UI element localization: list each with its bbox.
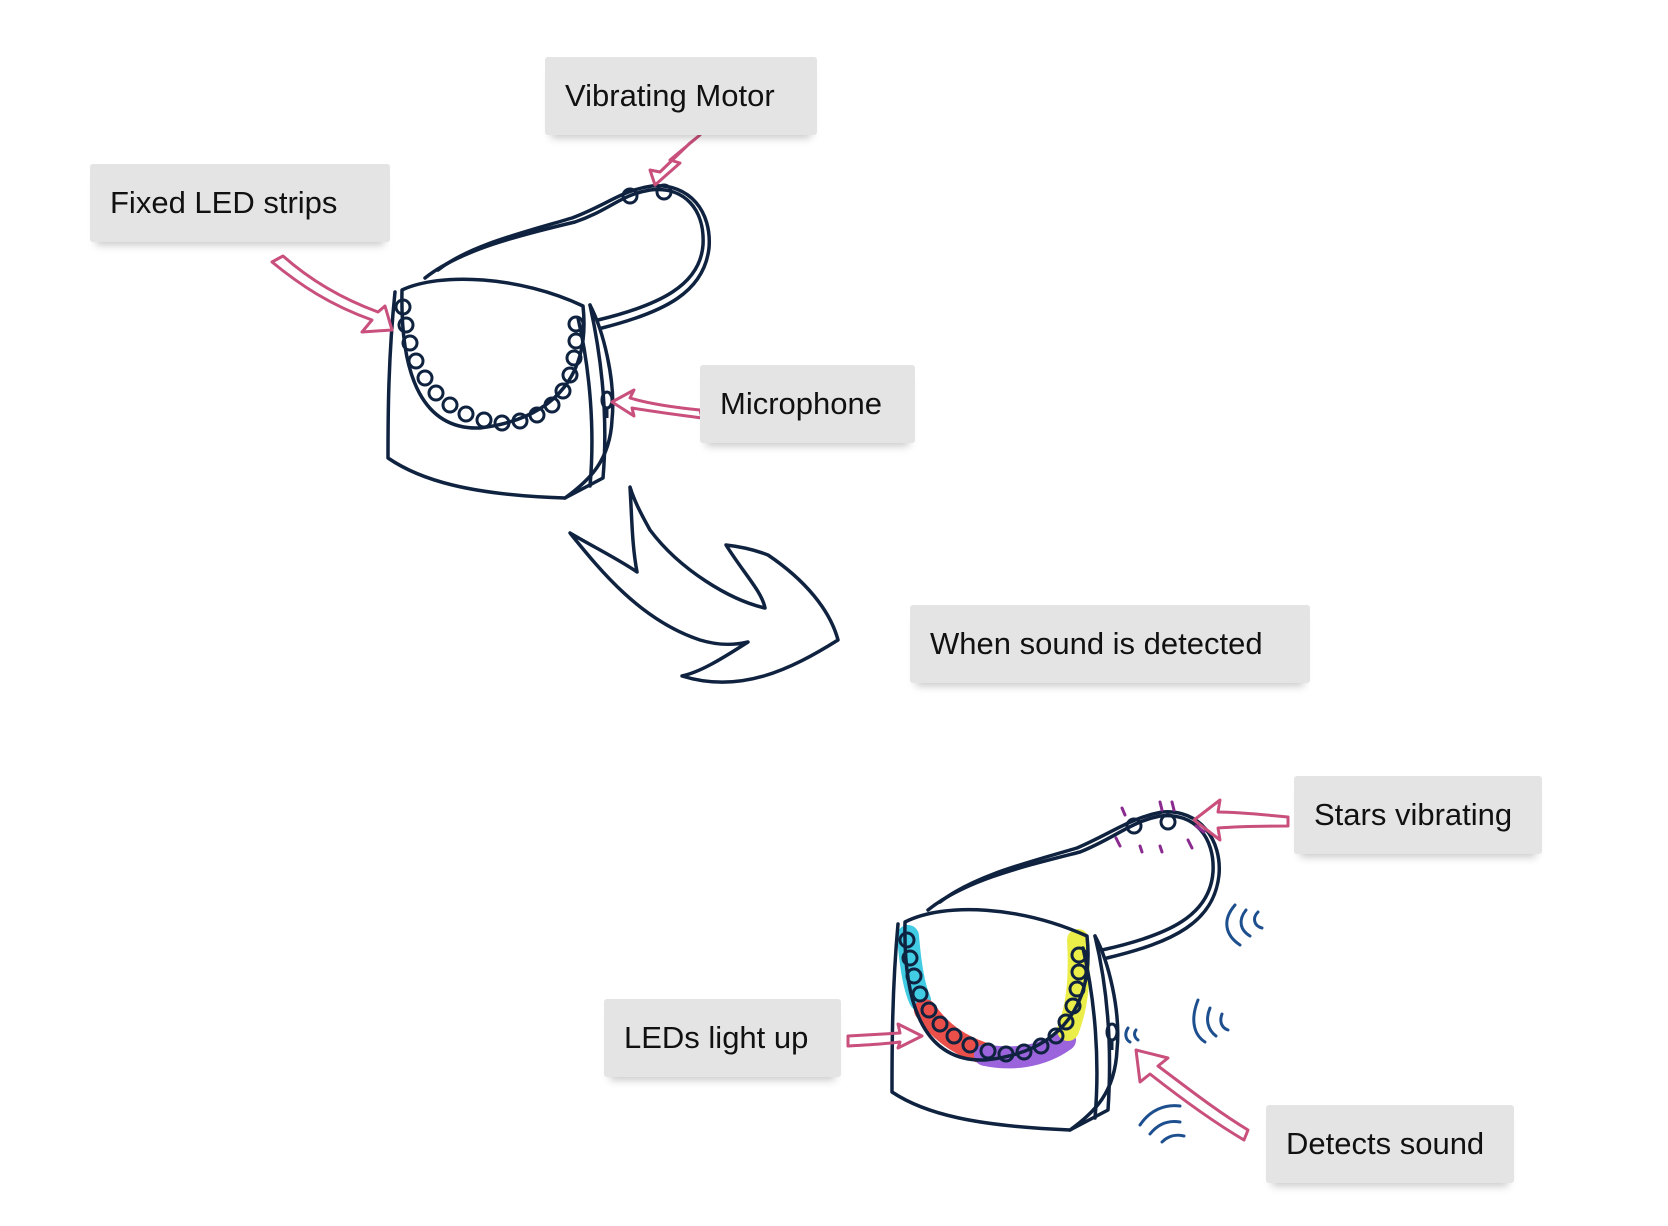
label-leds-light-up: LEDs light up xyxy=(604,999,841,1077)
bag-flap xyxy=(400,277,586,430)
label-when-sound-detected: When sound is detected xyxy=(910,605,1310,683)
label-microphone: Microphone xyxy=(700,365,915,443)
sound-wave-near-mic-2 xyxy=(1133,1028,1140,1042)
arrow-to-stars xyxy=(1192,798,1290,842)
arrow-to-mic-active xyxy=(1134,1048,1250,1142)
sound-wave-near-mic xyxy=(1124,1026,1132,1044)
transition-arrow xyxy=(568,485,840,684)
bag-body xyxy=(386,290,615,500)
star-sparkles xyxy=(1114,800,1206,854)
sound-wave-mid-3 xyxy=(1219,1012,1230,1032)
sound-wave-mid xyxy=(1192,998,1207,1044)
sound-wave-lower-2 xyxy=(1148,1120,1182,1136)
bag-off-state xyxy=(386,184,711,500)
bag-active-body-side-inner xyxy=(1081,946,1099,1120)
led-strip-off xyxy=(394,298,585,432)
sound-waves xyxy=(1124,903,1264,1144)
sound-wave-upper-3 xyxy=(1253,910,1264,930)
led-strip-on xyxy=(898,931,1088,1063)
vibrating-motor-icon xyxy=(621,183,673,205)
sound-wave-lower-3 xyxy=(1160,1133,1186,1144)
microphone-icon xyxy=(600,390,614,418)
sound-wave-upper-2 xyxy=(1239,908,1252,938)
sound-wave-mid-2 xyxy=(1206,1006,1218,1038)
label-stars-vibrating: Stars vibrating xyxy=(1294,776,1542,854)
bag-active-state xyxy=(890,810,1221,1132)
sound-wave-lower xyxy=(1138,1104,1182,1127)
led-glow-yellow xyxy=(1057,929,1090,1041)
arrow-to-motor xyxy=(648,133,702,187)
bag-active-strap-inner xyxy=(938,810,1221,960)
vibrating-motor-active-icon xyxy=(1125,813,1177,835)
arrow-to-led-strips xyxy=(270,254,394,334)
led-glow-cyan xyxy=(897,925,931,1011)
bag-body-side-inner xyxy=(576,316,594,488)
bag-strap xyxy=(423,187,705,322)
bag-strap-inner xyxy=(436,184,711,330)
arrow-to-leds xyxy=(846,1022,924,1050)
callout-arrows-top xyxy=(270,133,704,420)
label-detects-sound: Detects sound xyxy=(1266,1105,1514,1183)
microphone-active-icon xyxy=(1105,1022,1119,1050)
arrow-to-microphone xyxy=(610,388,704,420)
callout-arrows-bottom xyxy=(846,798,1290,1142)
label-vibrating-motor: Vibrating Motor xyxy=(545,57,817,135)
sound-wave-upper xyxy=(1225,903,1242,947)
bag-active-strap xyxy=(926,813,1215,952)
label-fixed-led-strips: Fixed LED strips xyxy=(90,164,390,242)
bag-active-flap xyxy=(903,907,1090,1062)
